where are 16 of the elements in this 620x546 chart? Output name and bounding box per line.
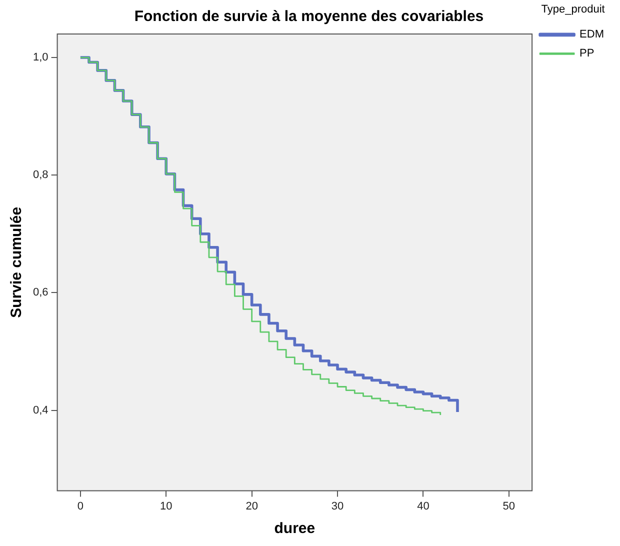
x-tick-label: 30 xyxy=(331,500,344,512)
x-tick-label: 20 xyxy=(246,500,258,512)
y-tick-label: 1,0 xyxy=(32,52,48,64)
chart-title: Fonction de survie à la moyenne des covariables xyxy=(134,8,484,26)
x-tick-label: 0 xyxy=(77,500,84,512)
y-tick-label: 0,6 xyxy=(32,286,48,299)
x-tick-label: 10 xyxy=(160,500,172,512)
x-tick-label: 40 xyxy=(417,500,430,512)
x-tick-label: 50 xyxy=(502,500,516,512)
legend-label: EDM xyxy=(580,28,604,41)
y-axis-title: Survie cumulée xyxy=(8,206,26,318)
x-axis-title: duree xyxy=(274,520,316,538)
y-tick-label: 0,8 xyxy=(32,169,48,182)
legend-label: PP xyxy=(580,48,594,60)
y-tick-label: 0,4 xyxy=(32,404,48,416)
legend-title: Type_produit xyxy=(541,4,605,16)
